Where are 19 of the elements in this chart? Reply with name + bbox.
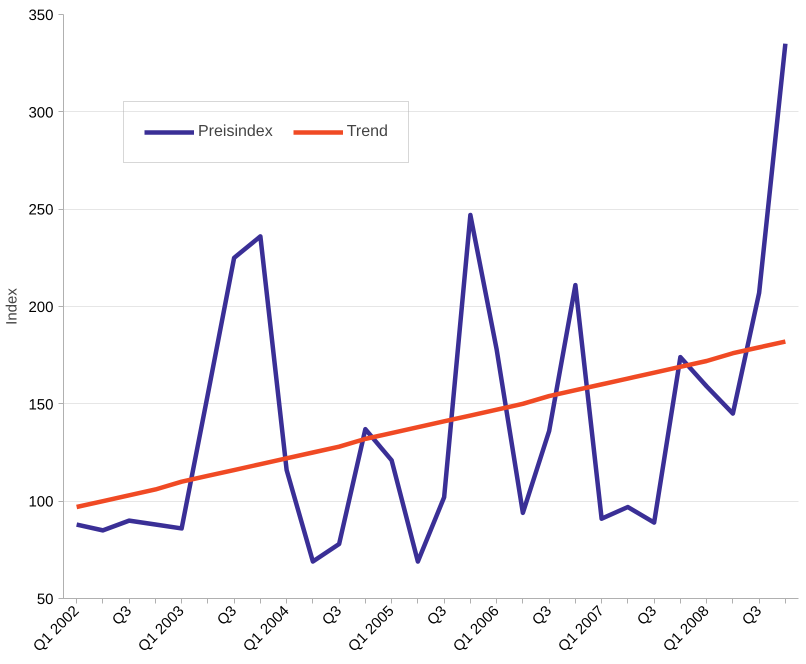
y-tick-label: 250 xyxy=(28,202,54,219)
y-tick-label: 300 xyxy=(28,104,54,122)
line-series xyxy=(74,339,788,510)
y-axis-title: Index xyxy=(3,288,20,325)
x-tick-label: Q3 xyxy=(108,602,136,629)
legend-label: Preisindex xyxy=(198,123,273,141)
y-tick-label: 350 xyxy=(28,7,54,24)
x-tick-label: Q3 xyxy=(318,602,346,629)
line-series xyxy=(74,41,788,564)
y-tick-label: 150 xyxy=(28,396,54,414)
y-tick-label: 50 xyxy=(36,591,54,608)
x-tick-label: Q3 xyxy=(214,602,240,629)
y-tick-label: 200 xyxy=(28,299,54,316)
legend-label: Trend xyxy=(346,123,388,141)
x-tick-label: Q3 xyxy=(424,602,450,629)
y-tick-label: 100 xyxy=(28,494,54,511)
x-tick-label: Q3 xyxy=(738,602,766,629)
x-tick-label: Q3 xyxy=(634,602,660,629)
x-tick-label: Q3 xyxy=(528,602,556,629)
